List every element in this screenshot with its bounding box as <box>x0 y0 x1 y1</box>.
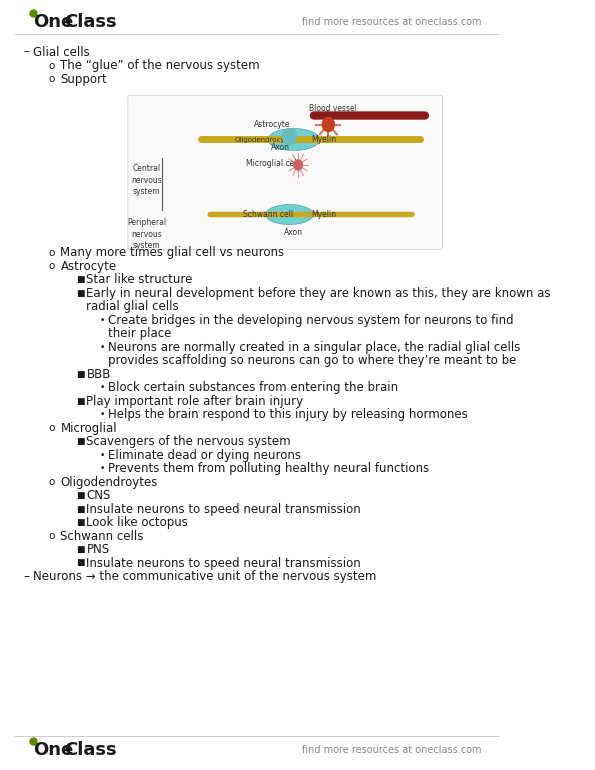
Ellipse shape <box>266 205 313 225</box>
Text: ■: ■ <box>76 275 84 284</box>
Text: Early in neural development before they are known as this, they are known as: Early in neural development before they … <box>86 286 551 300</box>
Text: Scavengers of the nervous system: Scavengers of the nervous system <box>86 435 291 448</box>
Circle shape <box>322 118 334 132</box>
Text: Peripheral
nervous
system: Peripheral nervous system <box>127 219 167 249</box>
Text: Block certain substances from entering the brain: Block certain substances from entering t… <box>108 381 398 394</box>
Text: •: • <box>99 343 105 351</box>
Text: ■: ■ <box>76 558 84 567</box>
Text: o: o <box>49 477 55 487</box>
Text: Insulate neurons to speed neural transmission: Insulate neurons to speed neural transmi… <box>86 503 361 515</box>
Text: Class: Class <box>64 13 117 31</box>
FancyBboxPatch shape <box>128 95 443 249</box>
Text: Central
nervous
system: Central nervous system <box>131 165 162 196</box>
Text: Oligodendrocyte: Oligodendrocyte <box>235 136 292 142</box>
Text: Neurons → the communicative unit of the nervous system: Neurons → the communicative unit of the … <box>33 570 376 583</box>
Text: One: One <box>33 13 73 31</box>
Text: The “glue” of the nervous system: The “glue” of the nervous system <box>61 59 260 72</box>
Text: One: One <box>33 741 73 759</box>
Text: o: o <box>49 423 55 433</box>
Text: •: • <box>99 316 105 324</box>
Text: BBB: BBB <box>86 367 111 380</box>
Text: Blood vessel: Blood vessel <box>309 103 356 112</box>
Text: Axon: Axon <box>284 228 303 237</box>
Text: Many more times glial cell vs neurons: Many more times glial cell vs neurons <box>61 246 284 259</box>
Text: o: o <box>49 247 55 257</box>
Text: Schwann cells: Schwann cells <box>61 530 144 543</box>
Text: radial glial cells: radial glial cells <box>86 300 179 313</box>
Text: Glial cells: Glial cells <box>33 45 90 59</box>
Text: Oligodendroytes: Oligodendroytes <box>61 476 158 488</box>
Text: ■: ■ <box>76 491 84 500</box>
Text: Myelin: Myelin <box>311 210 337 219</box>
Text: Insulate neurons to speed neural transmission: Insulate neurons to speed neural transmi… <box>86 557 361 570</box>
Text: ■: ■ <box>76 504 84 514</box>
Text: o: o <box>49 261 55 271</box>
Text: Microglial: Microglial <box>61 421 117 434</box>
Text: find more resources at oneclass.com: find more resources at oneclass.com <box>302 17 481 27</box>
Text: •: • <box>99 410 105 419</box>
Text: ■: ■ <box>76 545 84 554</box>
Circle shape <box>283 129 296 145</box>
Text: ■: ■ <box>76 289 84 297</box>
Text: ■: ■ <box>76 437 84 446</box>
Text: Astrocyte: Astrocyte <box>61 259 117 273</box>
Text: find more resources at oneclass.com: find more resources at oneclass.com <box>302 745 481 755</box>
Text: Microglial cell: Microglial cell <box>246 159 299 168</box>
Ellipse shape <box>268 129 320 150</box>
Text: Eliminate dead or dying neurons: Eliminate dead or dying neurons <box>108 448 301 461</box>
Text: –: – <box>23 570 29 583</box>
Text: –: – <box>23 45 29 59</box>
Text: provides scaffolding so neurons can go to where they’re meant to be: provides scaffolding so neurons can go t… <box>108 354 516 367</box>
Text: Look like octopus: Look like octopus <box>86 516 188 529</box>
Text: o: o <box>49 61 55 71</box>
Circle shape <box>294 160 302 170</box>
Text: Support: Support <box>61 72 107 85</box>
Text: •: • <box>99 464 105 473</box>
Text: o: o <box>49 531 55 541</box>
Text: Star like structure: Star like structure <box>86 273 193 286</box>
Text: o: o <box>49 74 55 84</box>
Text: Prevents them from polluting healthy neural functions: Prevents them from polluting healthy neu… <box>108 462 429 475</box>
Text: Astrocyte: Astrocyte <box>254 120 290 129</box>
Text: Create bridges in the developing nervous system for neurons to find: Create bridges in the developing nervous… <box>108 313 513 326</box>
Text: Helps the brain respond to this injury by releasing hormones: Helps the brain respond to this injury b… <box>108 408 468 421</box>
Text: ■: ■ <box>76 370 84 379</box>
Text: •: • <box>99 450 105 460</box>
Text: Play important role after brain injury: Play important role after brain injury <box>86 394 303 407</box>
Text: ■: ■ <box>76 397 84 406</box>
Text: ■: ■ <box>76 518 84 527</box>
Text: their place: their place <box>108 327 171 340</box>
Text: PNS: PNS <box>86 543 109 556</box>
Text: Class: Class <box>64 741 117 759</box>
Text: Axon: Axon <box>271 142 290 152</box>
Text: Schwann cell: Schwann cell <box>243 210 293 219</box>
Text: Neurons are normally created in a singular place, the radial glial cells: Neurons are normally created in a singul… <box>108 340 521 353</box>
Text: CNS: CNS <box>86 489 111 502</box>
Text: •: • <box>99 383 105 392</box>
Text: Myelin: Myelin <box>311 135 337 144</box>
